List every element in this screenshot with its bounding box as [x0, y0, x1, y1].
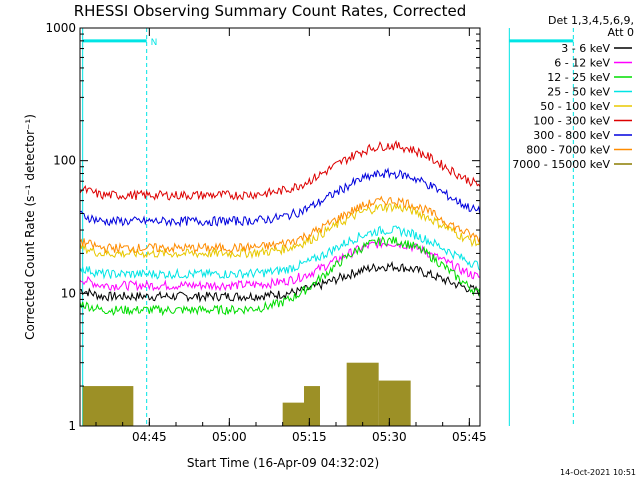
- series-line-7: [79, 195, 481, 254]
- interval-label-0: N: [151, 38, 158, 48]
- plot-frame: [79, 27, 481, 427]
- legend-label-0: 3 - 6 keV: [561, 42, 610, 55]
- burst-8-3: [346, 362, 379, 426]
- legend-label-3: 25 - 50 keV: [547, 86, 610, 99]
- series-line-3: [79, 225, 481, 280]
- legend-header-0: Det 1,3,4,5,6,9,: [548, 14, 634, 27]
- series-line-0: [79, 260, 481, 303]
- x-tick-label-3: 05:30: [372, 430, 407, 444]
- y-tick-label-2: 100: [53, 154, 76, 168]
- x-axis-label: Start Time (16-Apr-09 04:32:02): [187, 456, 379, 470]
- legend-label-8: 7000 - 15000 keV: [512, 158, 610, 171]
- y-tick-label-0: 1: [68, 419, 76, 433]
- x-tick-label-2: 05:15: [292, 430, 327, 444]
- series-line-1: [79, 237, 481, 292]
- x-tick-label-0: 04:45: [132, 430, 167, 444]
- y-tick-label-3: 1000: [45, 21, 76, 35]
- burst-8-0: [82, 386, 134, 426]
- y-tick-label-1: 10: [61, 286, 76, 300]
- footer-timestamp: 14-Oct-2021 10:51: [560, 468, 636, 477]
- legend-label-2: 12 - 25 keV: [547, 71, 610, 84]
- series-line-6: [79, 167, 481, 228]
- y-axis-label: Corrected Count Rate (s⁻¹ detector⁻¹): [23, 114, 37, 340]
- burst-8-2: [304, 386, 320, 426]
- legend-label-5: 100 - 300 keV: [533, 115, 610, 128]
- legend-label-6: 300 - 800 keV: [533, 129, 610, 142]
- legend-label-4: 50 - 100 keV: [540, 100, 610, 113]
- legend-label-7: 800 - 7000 keV: [526, 144, 610, 157]
- burst-8-1: [282, 402, 304, 426]
- legend-label-1: 6 - 12 keV: [554, 57, 610, 70]
- series-line-2: [79, 235, 481, 317]
- legend: Det 1,3,4,5,6,9,Att 0 3 - 6 keV 6 - 12 keV…: [512, 14, 634, 171]
- series-line-5: [79, 139, 481, 201]
- chart-title: RHESSI Observing Summary Count Rates, Co…: [74, 2, 467, 20]
- x-tick-label-4: 05:45: [452, 430, 487, 444]
- legend-header-1: Att 0: [608, 26, 634, 39]
- burst-8-4: [378, 380, 411, 426]
- x-tick-label-1: 05:00: [212, 430, 247, 444]
